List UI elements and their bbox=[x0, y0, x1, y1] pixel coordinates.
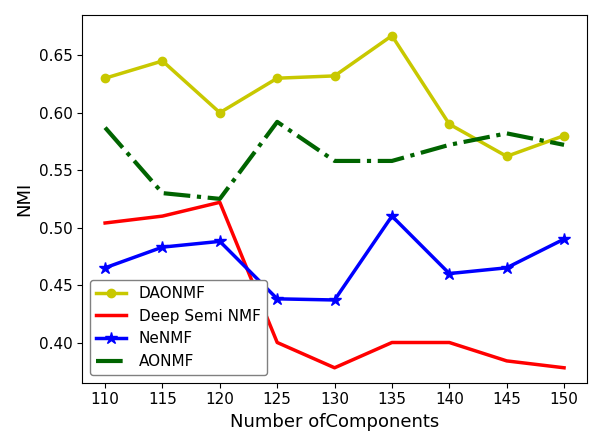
NeNMF bbox=[445, 271, 453, 276]
X-axis label: Number ofComponents: Number ofComponents bbox=[230, 413, 439, 431]
AONMF bbox=[445, 142, 453, 148]
NeNMF bbox=[560, 236, 568, 242]
DAONMF bbox=[560, 133, 568, 138]
DAONMF bbox=[503, 154, 510, 159]
Y-axis label: NMI: NMI bbox=[15, 182, 33, 216]
NeNMF bbox=[503, 265, 510, 270]
AONMF bbox=[388, 158, 396, 164]
DAONMF bbox=[159, 58, 166, 64]
Legend: DAONMF, Deep Semi NMF, NeNMF, AONMF: DAONMF, Deep Semi NMF, NeNMF, AONMF bbox=[90, 280, 267, 375]
AONMF bbox=[273, 119, 281, 124]
Line: NeNMF: NeNMF bbox=[99, 210, 570, 306]
Deep Semi NMF bbox=[216, 200, 223, 205]
Deep Semi NMF bbox=[159, 214, 166, 219]
Line: AONMF: AONMF bbox=[105, 122, 564, 199]
NeNMF bbox=[102, 265, 109, 270]
NeNMF bbox=[331, 297, 338, 303]
AONMF bbox=[102, 125, 109, 130]
DAONMF bbox=[445, 121, 453, 127]
Deep Semi NMF bbox=[445, 340, 453, 345]
DAONMF bbox=[216, 110, 223, 116]
DAONMF bbox=[331, 73, 338, 78]
Deep Semi NMF bbox=[560, 365, 568, 371]
AONMF bbox=[503, 131, 510, 136]
Deep Semi NMF bbox=[503, 358, 510, 363]
Deep Semi NMF bbox=[102, 220, 109, 226]
NeNMF bbox=[388, 214, 396, 219]
Line: DAONMF: DAONMF bbox=[101, 32, 568, 161]
Deep Semi NMF bbox=[388, 340, 396, 345]
NeNMF bbox=[159, 244, 166, 250]
Line: Deep Semi NMF: Deep Semi NMF bbox=[105, 202, 564, 368]
Deep Semi NMF bbox=[273, 340, 281, 345]
DAONMF bbox=[102, 75, 109, 81]
AONMF bbox=[159, 190, 166, 196]
NeNMF bbox=[216, 239, 223, 244]
AONMF bbox=[216, 196, 223, 202]
DAONMF bbox=[273, 75, 281, 81]
Deep Semi NMF bbox=[331, 365, 338, 371]
DAONMF bbox=[388, 33, 396, 38]
NeNMF bbox=[273, 296, 281, 301]
AONMF bbox=[331, 158, 338, 164]
AONMF bbox=[560, 142, 568, 148]
